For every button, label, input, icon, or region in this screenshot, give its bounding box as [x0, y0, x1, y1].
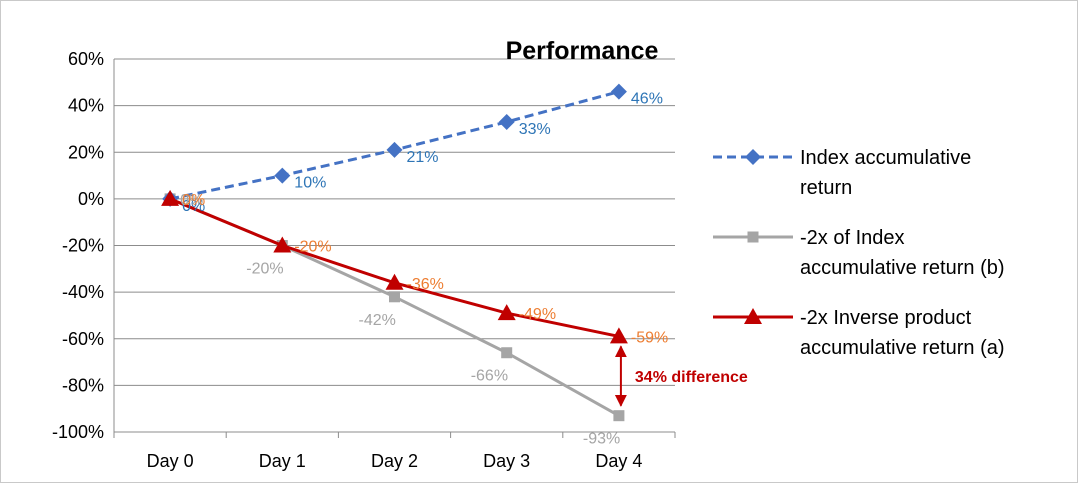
y-tick-label: -100% — [52, 422, 104, 442]
axes: 60% 40% 20% 0% -20% -40% -60% -80% -100% Day 0 Day… — [52, 49, 676, 471]
legend-label: accumulative return (b) — [800, 257, 1005, 279]
data-label: 0% — [182, 192, 205, 209]
y-tick-label: 60% — [68, 49, 104, 69]
y-tick-label: -20% — [62, 236, 104, 256]
data-label: -36% — [407, 276, 444, 293]
legend-label: return — [800, 177, 852, 199]
y-tick-label: -80% — [62, 375, 104, 395]
data-label: -59% — [631, 329, 668, 346]
point-marker-diamond — [274, 167, 291, 184]
x-tick-label: Day 4 — [595, 451, 642, 471]
chart-title: Performance — [506, 37, 659, 65]
point-marker-triangle — [161, 189, 180, 206]
point-marker-diamond — [498, 113, 515, 130]
point-marker-triangle — [497, 304, 516, 321]
data-label: 10% — [294, 175, 326, 192]
data-label: -93% — [583, 431, 620, 448]
y-tick-label: 40% — [68, 96, 104, 116]
difference-annotation: 34% difference — [614, 345, 748, 407]
x-tick-label: Day 3 — [483, 451, 530, 471]
point-marker-triangle — [273, 236, 292, 253]
data-label: 0% — [180, 192, 203, 209]
x-tick-label: Day 1 — [259, 451, 306, 471]
point-marker-diamond — [386, 141, 403, 158]
legend-label: accumulative return (a) — [800, 337, 1005, 359]
data-label: 21% — [407, 149, 439, 166]
y-tick-label: -40% — [62, 282, 104, 302]
difference-label: 34% difference — [635, 369, 748, 386]
data-label: -42% — [359, 312, 396, 329]
series-lines — [161, 83, 628, 422]
point-marker-diamond — [745, 149, 761, 165]
data-label: -66% — [471, 368, 508, 385]
data-label: -20% — [246, 261, 283, 278]
point-marker-square — [389, 291, 400, 303]
x-tick-label: Day 0 — [147, 451, 194, 471]
legend-label: -2x Inverse product — [800, 307, 972, 329]
data-label: 46% — [631, 91, 663, 108]
legend: Index accumulative return -2x of Index accu… — [713, 147, 1005, 359]
gridlines — [114, 58, 675, 433]
legend-label: -2x of Index — [800, 227, 905, 249]
point-marker-square — [747, 231, 759, 243]
data-label: 33% — [519, 121, 551, 138]
y-tick-label: 0% — [78, 189, 104, 209]
point-marker-square — [613, 410, 625, 422]
data-label: -20% — [294, 239, 331, 256]
point-marker-diamond — [610, 83, 627, 100]
data-label: -49% — [519, 306, 556, 323]
point-marker-triangle — [609, 327, 628, 344]
data-label: 0% — [182, 198, 205, 215]
point-marker-triangle — [385, 273, 404, 290]
point-marker-triangle — [744, 308, 762, 324]
y-tick-label: -60% — [62, 329, 104, 349]
x-tick-label: Day 2 — [371, 451, 418, 471]
point-marker-square — [501, 347, 513, 359]
legend-label: Index accumulative — [800, 147, 971, 169]
data-labels: 0%10%21%33%46%0%-20%-42%-66%-93%0%-20%-3… — [180, 91, 668, 448]
y-tick-label: 20% — [68, 142, 104, 162]
